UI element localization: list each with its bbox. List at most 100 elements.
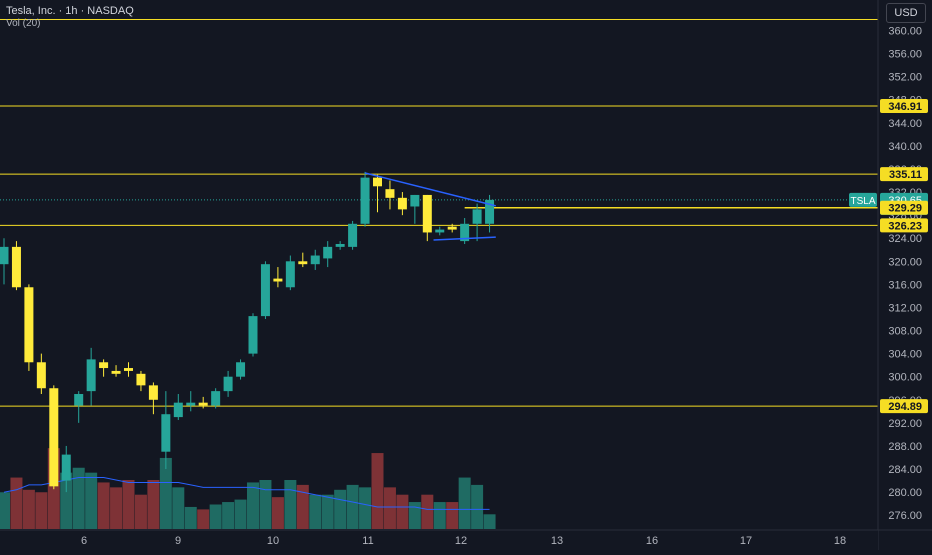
time-tick-label: 13 bbox=[551, 535, 563, 547]
candle-body bbox=[323, 246, 333, 259]
candle-body bbox=[422, 194, 432, 233]
time-tick-label: 17 bbox=[740, 535, 752, 547]
volume-bar bbox=[10, 477, 23, 529]
volume-bar bbox=[284, 480, 297, 529]
price-tick-label: 304.00 bbox=[888, 349, 922, 361]
volume-bar bbox=[296, 484, 309, 529]
candle-body bbox=[223, 376, 233, 392]
candle-body bbox=[124, 368, 133, 371]
candle-body bbox=[260, 264, 270, 317]
price-tick-label: 300.00 bbox=[888, 372, 922, 384]
candle-body bbox=[61, 454, 71, 481]
candle-body bbox=[460, 223, 470, 242]
volume-bar bbox=[421, 494, 434, 529]
volume-bar bbox=[0, 492, 10, 529]
level-price-label: 335.11 bbox=[889, 169, 922, 181]
candle-body bbox=[186, 402, 196, 406]
volume-indicator-label[interactable]: Vol (20) bbox=[6, 18, 41, 29]
horizontal-levels bbox=[0, 19, 878, 407]
candle-body bbox=[397, 197, 407, 210]
trendlines bbox=[364, 172, 496, 241]
time-axis-bg bbox=[0, 530, 878, 550]
volume-bar bbox=[471, 484, 484, 529]
time-tick-label: 11 bbox=[362, 535, 373, 547]
candle-body bbox=[24, 287, 34, 363]
price-tick-label: 284.00 bbox=[888, 464, 922, 476]
price-tick-label: 276.00 bbox=[888, 510, 922, 522]
price-tick-label: 288.00 bbox=[888, 441, 922, 453]
candle-body bbox=[335, 243, 345, 247]
time-tick-label: 18 bbox=[834, 535, 846, 547]
candle-body bbox=[11, 246, 21, 288]
volume-bars bbox=[0, 448, 496, 529]
currency-button[interactable]: USD bbox=[886, 3, 926, 23]
volume-bar bbox=[72, 467, 85, 529]
level-price-label-bg bbox=[880, 167, 928, 182]
volume-bar bbox=[60, 472, 73, 529]
symbol-tag: TSLA bbox=[850, 196, 875, 207]
volume-bar bbox=[359, 487, 372, 529]
candle-body bbox=[472, 209, 482, 224]
volume-bar bbox=[371, 453, 384, 529]
candle-body bbox=[148, 385, 158, 400]
level-price-label: 294.89 bbox=[888, 401, 922, 413]
candle-body bbox=[111, 370, 121, 374]
candle-body bbox=[36, 362, 46, 389]
level-price-label: 326.23 bbox=[888, 220, 922, 232]
volume-bar bbox=[172, 487, 185, 529]
volume-bar bbox=[408, 502, 421, 529]
price-tick-label: 360.00 bbox=[888, 26, 922, 38]
volume-bar bbox=[110, 487, 123, 529]
candle-body bbox=[211, 391, 221, 406]
candle-body bbox=[447, 226, 457, 230]
volume-bar bbox=[222, 502, 235, 529]
ask-price-label-bg bbox=[880, 200, 928, 215]
candle-body bbox=[298, 261, 308, 265]
candle-body bbox=[161, 414, 171, 452]
time-tick-label: 12 bbox=[455, 535, 467, 547]
level-price-label-bg bbox=[880, 99, 928, 114]
price-tick-label: 340.00 bbox=[888, 141, 922, 153]
volume-bar bbox=[271, 497, 284, 529]
candle-body bbox=[385, 189, 395, 198]
price-axis-bg bbox=[878, 0, 932, 550]
volume-bar bbox=[35, 492, 48, 529]
candle-body bbox=[173, 402, 183, 418]
price-tick-label: 292.00 bbox=[888, 418, 922, 430]
volume-ma bbox=[3, 477, 490, 510]
candle-body bbox=[348, 223, 358, 247]
level-price-label-bg bbox=[880, 218, 928, 233]
volume-bar bbox=[383, 487, 396, 529]
volume-bar bbox=[22, 489, 35, 529]
volume-bar bbox=[334, 489, 347, 529]
candle-body bbox=[0, 246, 9, 265]
time-tick-label: 10 bbox=[267, 535, 279, 547]
candle-body bbox=[273, 278, 283, 282]
candle-body bbox=[310, 255, 320, 265]
volume-bar bbox=[197, 509, 210, 529]
candle-body bbox=[86, 359, 96, 392]
price-tick-label: 316.00 bbox=[888, 279, 922, 291]
level-price-label-bg bbox=[880, 399, 928, 414]
volume-bar bbox=[321, 494, 334, 529]
candle-body bbox=[236, 362, 246, 377]
volume-bar bbox=[259, 480, 272, 529]
price-tick-label: 312.00 bbox=[888, 302, 922, 314]
symbol-tag-bg bbox=[849, 192, 877, 207]
volume-bar bbox=[147, 480, 160, 529]
volume-bar bbox=[85, 472, 98, 529]
volume-bar bbox=[346, 484, 359, 529]
price-tick-label: 320.00 bbox=[888, 256, 922, 268]
price-labels: 346.91335.11326.23294.89330.6528:28329.2… bbox=[849, 99, 928, 414]
candle-body bbox=[410, 194, 420, 207]
volume-bar bbox=[446, 502, 459, 529]
price-tick-label: 280.00 bbox=[888, 487, 922, 499]
price-tick-label: 308.00 bbox=[888, 326, 922, 338]
candle-body bbox=[248, 316, 258, 354]
volume-bar bbox=[159, 457, 172, 529]
volume-bar bbox=[122, 480, 135, 529]
symbol-title[interactable]: Tesla, Inc. · 1h · NASDAQ bbox=[6, 5, 134, 17]
candle-body bbox=[49, 388, 59, 487]
